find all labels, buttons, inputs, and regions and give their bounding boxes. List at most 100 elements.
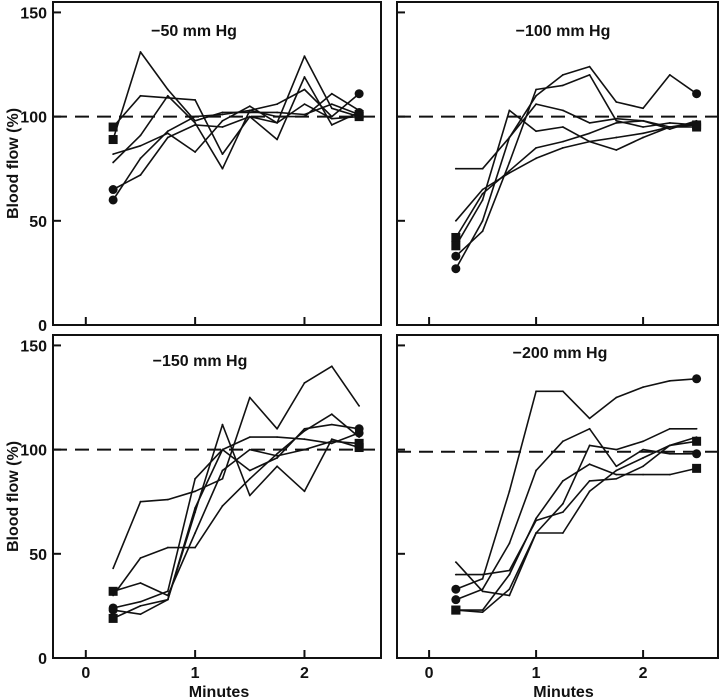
data-point [668,128,671,131]
x-tick-label: 2 [639,665,648,682]
data-point [112,567,115,570]
data-point [561,146,564,149]
data-point [248,448,251,451]
panel-frame [396,1,719,326]
data-point [588,463,591,466]
circle-marker [692,89,702,99]
data-point [561,140,564,143]
data-point [248,494,251,497]
data-point [276,436,279,439]
data-point [330,438,333,441]
data-point [561,511,564,514]
y-tick-label: 0 [38,651,47,668]
data-point [194,151,197,153]
data-point [221,469,224,472]
data-point [481,590,484,593]
data-point [508,169,511,172]
data-point [508,588,511,591]
data-point [481,219,484,222]
series-line-6 [455,436,697,576]
data-point [535,469,537,472]
panel-frame [396,334,719,659]
data-point [139,557,142,559]
data-point [668,74,671,76]
data-point [642,457,644,459]
x-tick-label: 1 [532,665,541,682]
circle-marker [692,374,702,384]
data-point [588,121,591,124]
data-point [535,517,537,520]
data-point [615,477,618,480]
x-axis-label: Minutes [533,684,594,699]
data-point [166,136,169,139]
data-point [668,427,671,430]
data-point [588,479,591,482]
data-point [588,417,591,420]
data-point [221,423,224,426]
series-line-2 [455,427,697,601]
series-line-6 [112,103,360,155]
data-point [454,573,457,576]
data-point [481,230,484,233]
square-marker [692,436,702,446]
y-axis-label: Blood flow (%) [5,108,22,219]
circle-marker [451,595,461,605]
data-point [276,427,279,430]
data-point [194,507,197,509]
data-point [668,452,671,455]
data-point [330,365,333,368]
data-point [615,465,618,468]
panel-title: −100 mm Hg [516,23,611,40]
data-point [695,119,698,122]
series-line-3 [112,88,360,201]
data-point [615,448,618,451]
data-point [221,113,224,116]
data-point [561,479,564,482]
data-point [248,105,251,108]
series-line-2 [455,74,697,257]
data-point [194,532,197,534]
circle-marker [451,584,461,594]
data-point [330,440,333,443]
circle-marker [451,264,461,274]
data-point [358,404,361,407]
series-line-1 [112,423,360,620]
data-point [615,119,618,122]
square-marker [108,122,118,132]
panel-title: −150 mm Hg [153,353,248,370]
data-point [303,88,306,91]
y-tick-label: 0 [38,318,47,335]
data-point [642,132,644,135]
data-point [508,161,511,164]
data-point [276,121,279,124]
data-point [166,590,169,593]
data-point [303,448,306,451]
data-point [454,167,457,170]
data-point [276,457,279,459]
series-line-3 [455,440,697,614]
data-point [330,413,333,416]
series-line-3 [455,109,697,247]
data-point [221,111,224,114]
data-point [139,613,142,616]
data-point [481,611,484,614]
data-point [588,444,591,447]
panel-title: −50 mm Hg [151,23,237,40]
data-point [303,103,306,106]
square-marker [108,586,118,596]
panel-frame [52,1,382,326]
data-point [166,88,169,91]
data-point [561,109,564,112]
data-point [276,465,279,468]
data-point [508,490,511,493]
x-tick-label: 0 [81,665,90,682]
data-point [303,438,306,441]
data-point [194,119,197,122]
data-point [642,119,644,122]
data-point [112,153,115,156]
data-point [615,149,618,151]
data-point [615,473,618,476]
data-point [330,107,333,110]
square-marker [108,613,118,623]
